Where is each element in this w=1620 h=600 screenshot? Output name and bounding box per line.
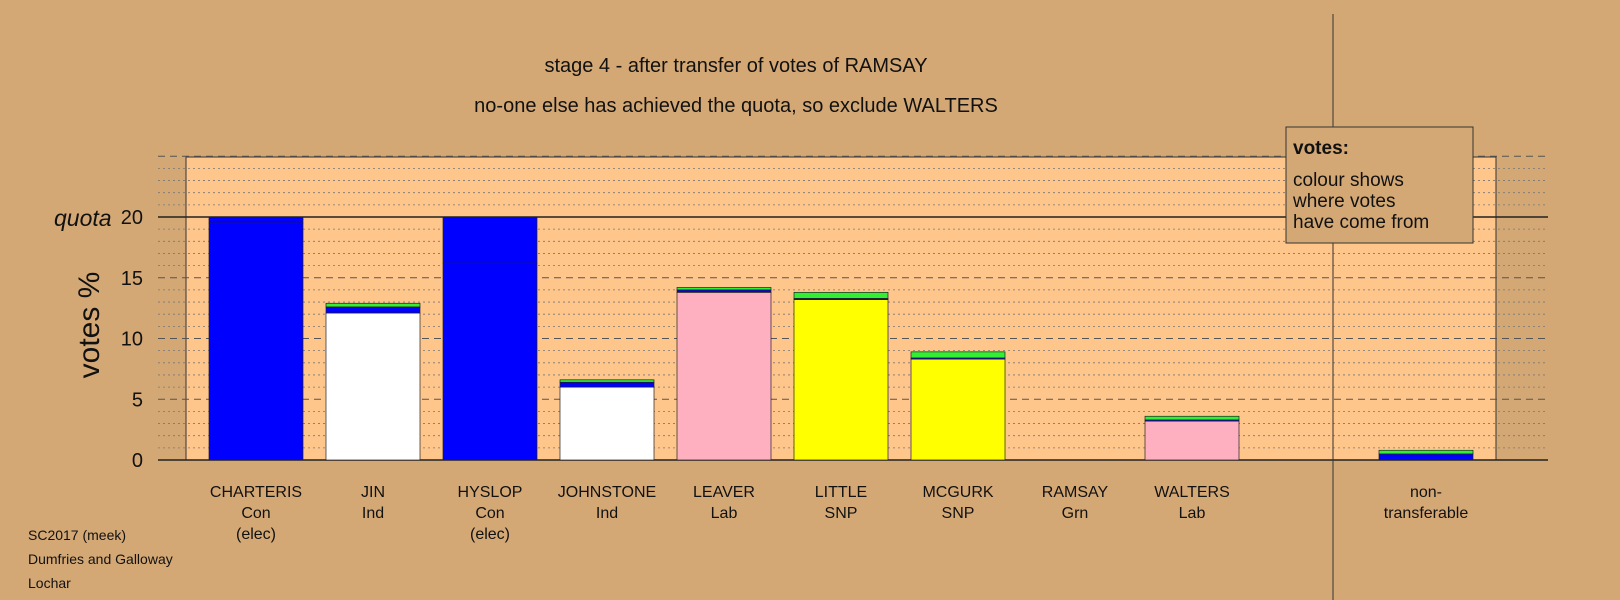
legend-title: votes: xyxy=(1293,138,1349,159)
category-party: SNP xyxy=(825,505,858,522)
bar-segment xyxy=(442,262,538,461)
bar-segment xyxy=(910,351,1006,359)
bar-segment xyxy=(325,302,421,308)
y-tick-label: 10 xyxy=(121,329,143,351)
bar-segment xyxy=(325,306,421,314)
legend-line-1: colour shows xyxy=(1293,170,1404,191)
bar-segment xyxy=(1144,415,1240,421)
y-ticks: 0 5 10 15 20 xyxy=(121,207,143,472)
y-axis-label: votes % xyxy=(73,272,106,379)
y-tick-label: 0 xyxy=(132,450,143,472)
category-party: Lab xyxy=(711,505,738,522)
category-party: Grn xyxy=(1062,505,1089,522)
category-party: Ind xyxy=(362,505,384,522)
category-name: HYSLOP xyxy=(458,484,523,501)
chart-subtitle: no-one else has achieved the quota, so e… xyxy=(474,95,998,117)
bar-segment xyxy=(676,287,772,291)
bar-segment xyxy=(793,299,889,461)
bar-segment xyxy=(1378,453,1474,461)
legend: votes: colour shows where votes have com… xyxy=(1285,126,1474,244)
bar-segment xyxy=(208,222,304,461)
category-party: Ind xyxy=(596,505,618,522)
category-party: Con xyxy=(475,505,504,522)
nontransferable-label: non- xyxy=(1410,484,1442,501)
category-note: (elec) xyxy=(470,526,510,543)
bar-segment xyxy=(559,379,655,383)
footer-source: SC2017 (meek) xyxy=(28,527,126,543)
category-name: MCGURK xyxy=(922,484,993,501)
category-note: (elec) xyxy=(236,526,276,543)
category-name: JIN xyxy=(361,484,385,501)
bar-segment xyxy=(676,291,772,461)
bar-segment xyxy=(208,216,304,220)
nontransferable-label: transferable xyxy=(1384,505,1469,522)
footer-ward: Lochar xyxy=(28,575,71,591)
category-name: LEAVER xyxy=(693,484,755,501)
quota-label: quota xyxy=(54,205,112,231)
bar-segment xyxy=(208,219,304,224)
bar-segment xyxy=(442,216,538,264)
bar-segment xyxy=(559,386,655,461)
y-tick-label: 20 xyxy=(121,207,143,229)
bar-segment xyxy=(1378,449,1474,455)
category-name: CHARTERIS xyxy=(210,484,302,501)
legend-line-2: where votes xyxy=(1292,191,1395,212)
y-tick-label: 15 xyxy=(121,268,143,290)
category-party: SNP xyxy=(942,505,975,522)
footer-region: Dumfries and Galloway xyxy=(28,551,173,567)
category-labels: CHARTERIS Con (elec) JIN Ind HYSLOP Con (elec) J… xyxy=(210,484,1468,543)
bar-segment xyxy=(1144,420,1240,461)
category-name: RAMSAY xyxy=(1042,484,1109,501)
category-name: LITTLE xyxy=(815,484,867,501)
legend-line-3: have come from xyxy=(1293,212,1429,233)
bar-segment xyxy=(793,291,889,299)
bar-segment xyxy=(325,312,421,461)
chart-title: stage 4 - after transfer of votes of RAM… xyxy=(544,55,927,77)
bar-segment xyxy=(910,358,1006,461)
legend-box xyxy=(1285,126,1474,244)
bar-segment xyxy=(559,381,655,388)
category-party: Lab xyxy=(1179,505,1206,522)
category-name: JOHNSTONE xyxy=(558,484,656,501)
y-tick-label: 5 xyxy=(132,389,143,411)
bars xyxy=(208,216,1474,461)
category-party: Con xyxy=(241,505,270,522)
category-name: WALTERS xyxy=(1154,484,1230,501)
bar-segment xyxy=(676,289,772,293)
